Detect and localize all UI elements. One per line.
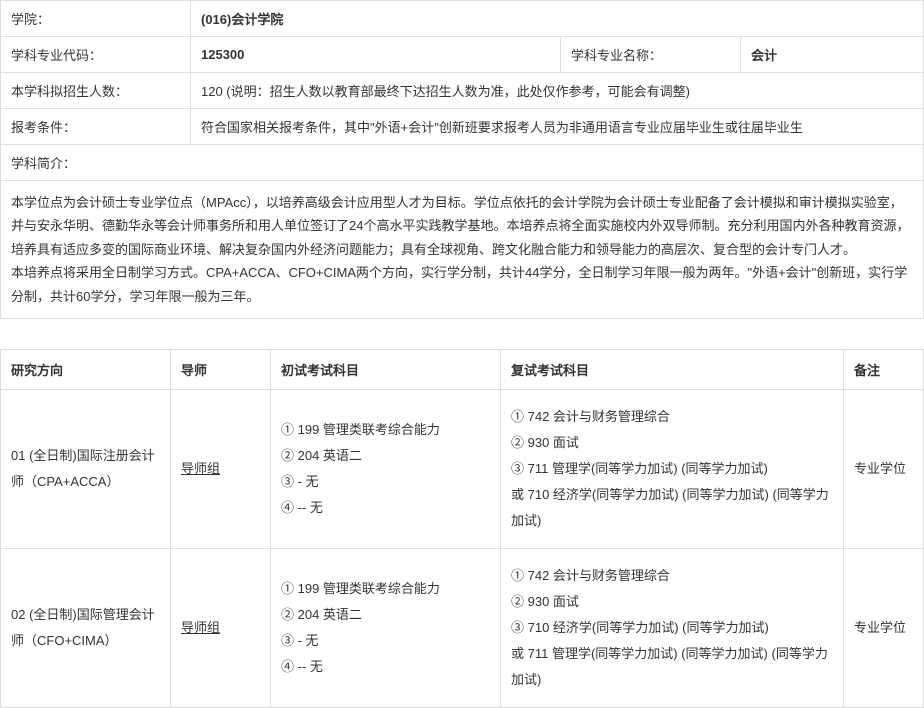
header-note: 备注 xyxy=(844,349,924,389)
cell-direction: 01 (全日制)国际注册会计师（CPA+ACCA） xyxy=(1,389,171,548)
header-direction: 研究方向 xyxy=(1,349,171,389)
header-advisor: 导师 xyxy=(171,349,271,389)
value-requirements: 符合国家相关报考条件，其中"外语+会计"创新班要求报考人员为非通用语言专业应届毕… xyxy=(191,109,924,145)
course-table: 研究方向 导师 初试考试科目 复试考试科目 备注 01 (全日制)国际注册会计师… xyxy=(0,349,924,708)
label-enrollment: 本学科拟招生人数： xyxy=(1,73,191,109)
cell-prelim: ① 199 管理类联考综合能力② 204 英语二③ - 无④ -- 无 xyxy=(271,389,501,548)
cell-advisor: 导师组 xyxy=(171,548,271,707)
cell-direction: 02 (全日制)国际管理会计师（CFO+CIMA） xyxy=(1,548,171,707)
table-row: 02 (全日制)国际管理会计师（CFO+CIMA） 导师组 ① 199 管理类联考综… xyxy=(1,548,924,707)
cell-note: 专业学位 xyxy=(844,548,924,707)
label-discipline-code: 学科专业代码： xyxy=(1,37,191,73)
label-requirements: 报考条件： xyxy=(1,109,191,145)
value-discipline-name: 会计 xyxy=(741,37,924,73)
advisor-link[interactable]: 导师组 xyxy=(181,620,220,635)
label-discipline-name: 学科专业名称： xyxy=(561,37,741,73)
value-discipline-code: 125300 xyxy=(191,37,561,73)
advisor-link[interactable]: 导师组 xyxy=(181,461,220,476)
value-college: (016)会计学院 xyxy=(191,1,924,37)
table-row: 01 (全日制)国际注册会计师（CPA+ACCA） 导师组 ① 199 管理类联考综… xyxy=(1,389,924,548)
cell-retest: ① 742 会计与财务管理综合② 930 面试③ 711 管理学(同等学力加试)… xyxy=(501,389,844,548)
header-prelim: 初试考试科目 xyxy=(271,349,501,389)
info-table: 学院： (016)会计学院 学科专业代码： 125300 学科专业名称： 会计 … xyxy=(0,0,924,319)
cell-retest: ① 742 会计与财务管理综合② 930 面试③ 710 经济学(同等学力加试)… xyxy=(501,548,844,707)
cell-prelim: ① 199 管理类联考综合能力② 204 英语二③ - 无④ -- 无 xyxy=(271,548,501,707)
header-retest: 复试考试科目 xyxy=(501,349,844,389)
spacer xyxy=(0,319,924,349)
label-intro: 学科简介： xyxy=(1,145,924,181)
cell-note: 专业学位 xyxy=(844,389,924,548)
description-text: 本学位点为会计硕士专业学位点（MPAcc），以培养高级会计应用型人才为目标。学位… xyxy=(1,181,924,319)
label-college: 学院： xyxy=(1,1,191,37)
cell-advisor: 导师组 xyxy=(171,389,271,548)
value-enrollment: 120 (说明：招生人数以教育部最终下达招生人数为准，此处仅作参考，可能会有调整… xyxy=(191,73,924,109)
